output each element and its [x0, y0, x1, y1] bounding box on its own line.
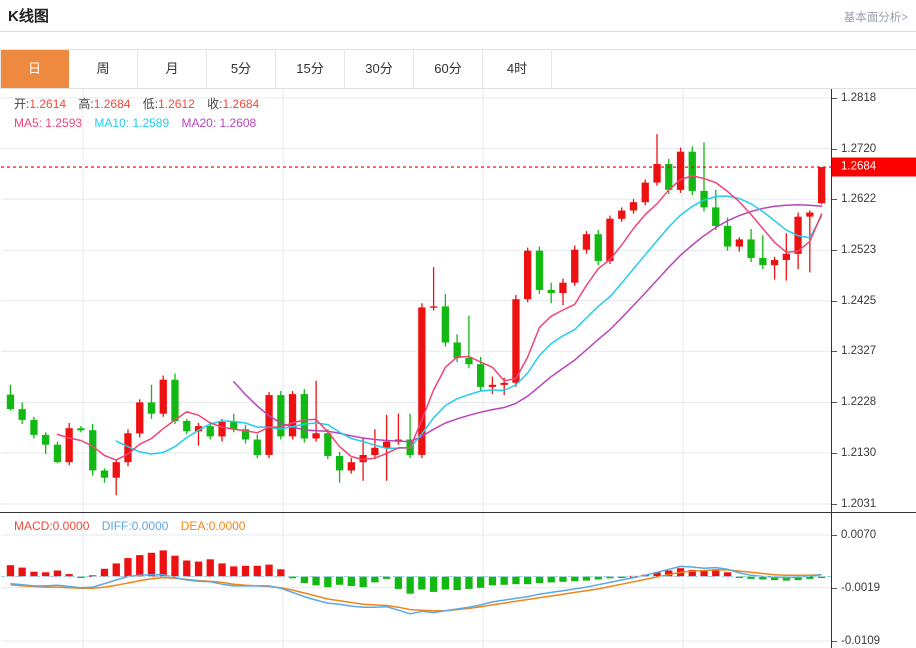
price-axis-tick — [832, 351, 837, 353]
price-axis-tick — [832, 199, 837, 201]
price-axis-tick — [832, 402, 837, 404]
price-axis-label: 1.2327 — [841, 345, 877, 358]
price-axis-tick — [832, 452, 837, 454]
candlestick-plot[interactable] — [1, 89, 831, 512]
tab-label: 日 — [27, 61, 41, 76]
price-axis: 1.2818 1.2720 1.2622 1.2523 1.2425 1.2327 1.22… — [831, 89, 916, 512]
tab-3[interactable]: 5分 — [207, 50, 276, 88]
period-tabbar: 日 周 月 5分 15分 30分 60分 4时 — [0, 49, 916, 89]
price-axis-tick — [832, 504, 837, 505]
price-axis-tick — [832, 300, 837, 302]
price-axis-label: 1.2523 — [841, 244, 877, 257]
macd-axis-tick — [832, 535, 837, 536]
macd-axis-label: -0.0109 — [841, 635, 881, 647]
price-axis-label: 1.2720 — [841, 142, 877, 155]
price-axis-label: 1.2228 — [841, 396, 877, 409]
price-panel: 开:1.2614 高:1.2684 低:1.2612 收:1.2684 MA5:… — [0, 89, 916, 513]
header-divider — [0, 31, 916, 32]
page-title: K线图 — [8, 8, 49, 25]
chart-area: 开:1.2614 高:1.2684 低:1.2612 收:1.2684 MA5:… — [0, 89, 916, 648]
macd-axis: 0.0070 -0.0019 -0.0109 — [831, 513, 916, 648]
tab-0[interactable]: 日 — [0, 50, 69, 88]
price-axis-label: 1.2130 — [841, 446, 877, 459]
price-axis-label: 1.2425 — [841, 294, 877, 307]
macd-axis-label: -0.0019 — [841, 581, 881, 594]
tab-2[interactable]: 月 — [138, 50, 207, 88]
tab-label: 周 — [96, 61, 110, 76]
price-axis-tick — [832, 250, 837, 252]
tab-5[interactable]: 30分 — [345, 50, 414, 88]
tab-label: 30分 — [365, 61, 393, 76]
tab-1[interactable]: 周 — [69, 50, 138, 88]
price-axis-tick — [832, 148, 837, 150]
page-header: K线图 基本面分析> — [0, 0, 916, 31]
tab-label: 15分 — [296, 61, 324, 76]
tab-label: 月 — [165, 61, 179, 76]
tab-label: 4时 — [506, 61, 528, 76]
tab-label: 5分 — [230, 61, 252, 76]
tabbar-filler — [552, 50, 916, 88]
macd-axis-tick — [832, 641, 837, 642]
tab-4[interactable]: 15分 — [276, 50, 345, 88]
macd-axis-label: 0.0070 — [841, 529, 877, 541]
candlestick-svg — [1, 89, 831, 512]
macd-svg — [1, 513, 831, 648]
macd-plot[interactable] — [1, 513, 831, 648]
fundamental-analysis-link[interactable]: 基本面分析> — [843, 12, 908, 24]
macd-axis-tick — [832, 587, 837, 589]
current-price-badge: 1.2684 — [832, 157, 916, 177]
macd-panel: MACD:0.0000 DIFF:0.0000 DEA:0.0000 0.007… — [0, 513, 916, 648]
tab-6[interactable]: 60分 — [414, 50, 483, 88]
price-axis-label: 1.2622 — [841, 193, 877, 206]
tab-label: 60分 — [434, 61, 462, 76]
tab-7[interactable]: 4时 — [483, 50, 552, 88]
price-axis-label: 1.2031 — [841, 498, 877, 510]
price-axis-tick — [832, 98, 837, 99]
price-axis-label: 1.2818 — [841, 92, 877, 104]
